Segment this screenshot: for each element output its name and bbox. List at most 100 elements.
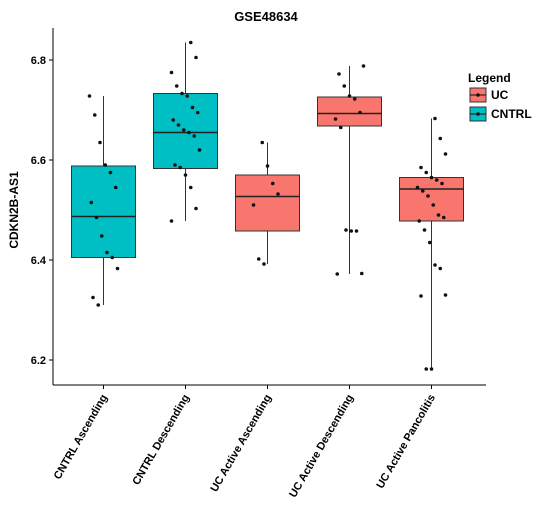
box-iqr	[317, 96, 382, 127]
data-point	[99, 234, 104, 238]
data-point	[429, 367, 434, 371]
data-point	[169, 219, 174, 223]
box-iqr	[235, 174, 300, 232]
data-point	[338, 125, 343, 130]
data-point	[115, 266, 120, 271]
x-tick-label: UC Active Ascending	[208, 393, 274, 495]
data-point	[419, 165, 423, 170]
data-point	[185, 94, 190, 98]
data-point	[359, 271, 364, 276]
x-tick-label: UC Active Pancolitis	[374, 393, 438, 491]
data-point	[443, 293, 448, 297]
box-iqr	[71, 165, 136, 258]
data-point	[194, 55, 198, 60]
data-point	[113, 185, 118, 190]
y-axis-label: CDKN2B-AS1	[7, 171, 21, 249]
data-point	[438, 136, 443, 141]
data-point	[417, 219, 422, 223]
data-point	[92, 113, 97, 117]
data-point	[342, 84, 347, 88]
data-point	[180, 91, 184, 96]
data-point	[176, 123, 181, 127]
box-3	[235, 140, 300, 266]
data-point	[197, 148, 202, 152]
data-point	[337, 72, 341, 76]
data-point	[270, 181, 275, 186]
data-point	[433, 263, 437, 267]
chart-title: GSE48634	[234, 9, 298, 24]
data-point	[169, 70, 174, 75]
data-point	[333, 117, 338, 121]
box-1	[71, 94, 136, 307]
data-point	[89, 200, 94, 205]
y-tick-label: 6.2	[31, 355, 46, 367]
data-point	[422, 228, 427, 232]
data-point	[354, 229, 359, 233]
data-point	[426, 194, 430, 198]
data-point	[91, 295, 95, 300]
data-point	[276, 192, 280, 196]
data-point	[434, 178, 439, 182]
box-iqr	[153, 93, 218, 169]
data-point	[265, 164, 270, 168]
data-point	[415, 185, 420, 190]
data-point	[103, 163, 108, 167]
data-point	[424, 367, 429, 371]
plot-area: 6.2 6.4 6.6 6.8 CNTRL Ascending CNTRL Descend…	[31, 28, 486, 500]
data-point	[438, 266, 443, 271]
legend-title: Legend	[468, 71, 511, 85]
data-point	[194, 206, 198, 211]
y-tick-label: 6.6	[31, 155, 46, 167]
legend-key-point	[476, 93, 480, 97]
box-4	[317, 64, 382, 276]
data-point	[361, 64, 366, 68]
data-point	[260, 140, 265, 145]
data-point	[190, 105, 195, 110]
x-tick-label: UC Active Descending	[287, 393, 356, 500]
data-point	[187, 130, 191, 135]
data-point	[256, 257, 261, 261]
data-point	[335, 272, 340, 276]
data-point	[188, 40, 193, 45]
data-point	[352, 97, 357, 101]
y-tick-label: 6.4	[31, 255, 47, 267]
data-point	[192, 134, 197, 138]
legend: Legend UC CNTRL	[468, 71, 532, 122]
data-point	[427, 240, 432, 245]
data-point	[195, 110, 200, 115]
data-point	[347, 94, 352, 98]
data-point	[105, 250, 109, 255]
data-point	[358, 110, 362, 115]
data-point	[420, 189, 425, 193]
data-point	[441, 215, 446, 220]
data-point	[178, 165, 183, 170]
data-point	[183, 173, 188, 177]
data-point	[440, 181, 444, 186]
data-point	[98, 140, 102, 145]
data-point	[429, 175, 434, 180]
data-point	[419, 294, 423, 298]
legend-label: CNTRL	[491, 107, 532, 121]
legend-entry-cntrl: CNTRL	[469, 106, 532, 122]
data-point	[349, 229, 354, 233]
legend-entry-uc: UC	[469, 87, 509, 103]
x-tick-label: CNTRL Ascending	[52, 393, 110, 482]
data-point	[251, 203, 256, 207]
data-point	[171, 118, 176, 122]
data-point	[424, 170, 429, 175]
data-point	[108, 170, 113, 175]
box-2	[153, 40, 218, 223]
data-point	[173, 163, 177, 167]
box-iqr	[399, 177, 464, 222]
data-point	[96, 303, 101, 307]
data-point	[181, 128, 186, 132]
data-point	[188, 185, 193, 190]
data-point	[344, 228, 348, 232]
data-point	[431, 203, 436, 207]
legend-label: UC	[491, 88, 509, 102]
data-point	[436, 213, 441, 217]
data-point	[94, 215, 99, 220]
data-point	[443, 152, 448, 156]
legend-key-point	[476, 112, 480, 116]
